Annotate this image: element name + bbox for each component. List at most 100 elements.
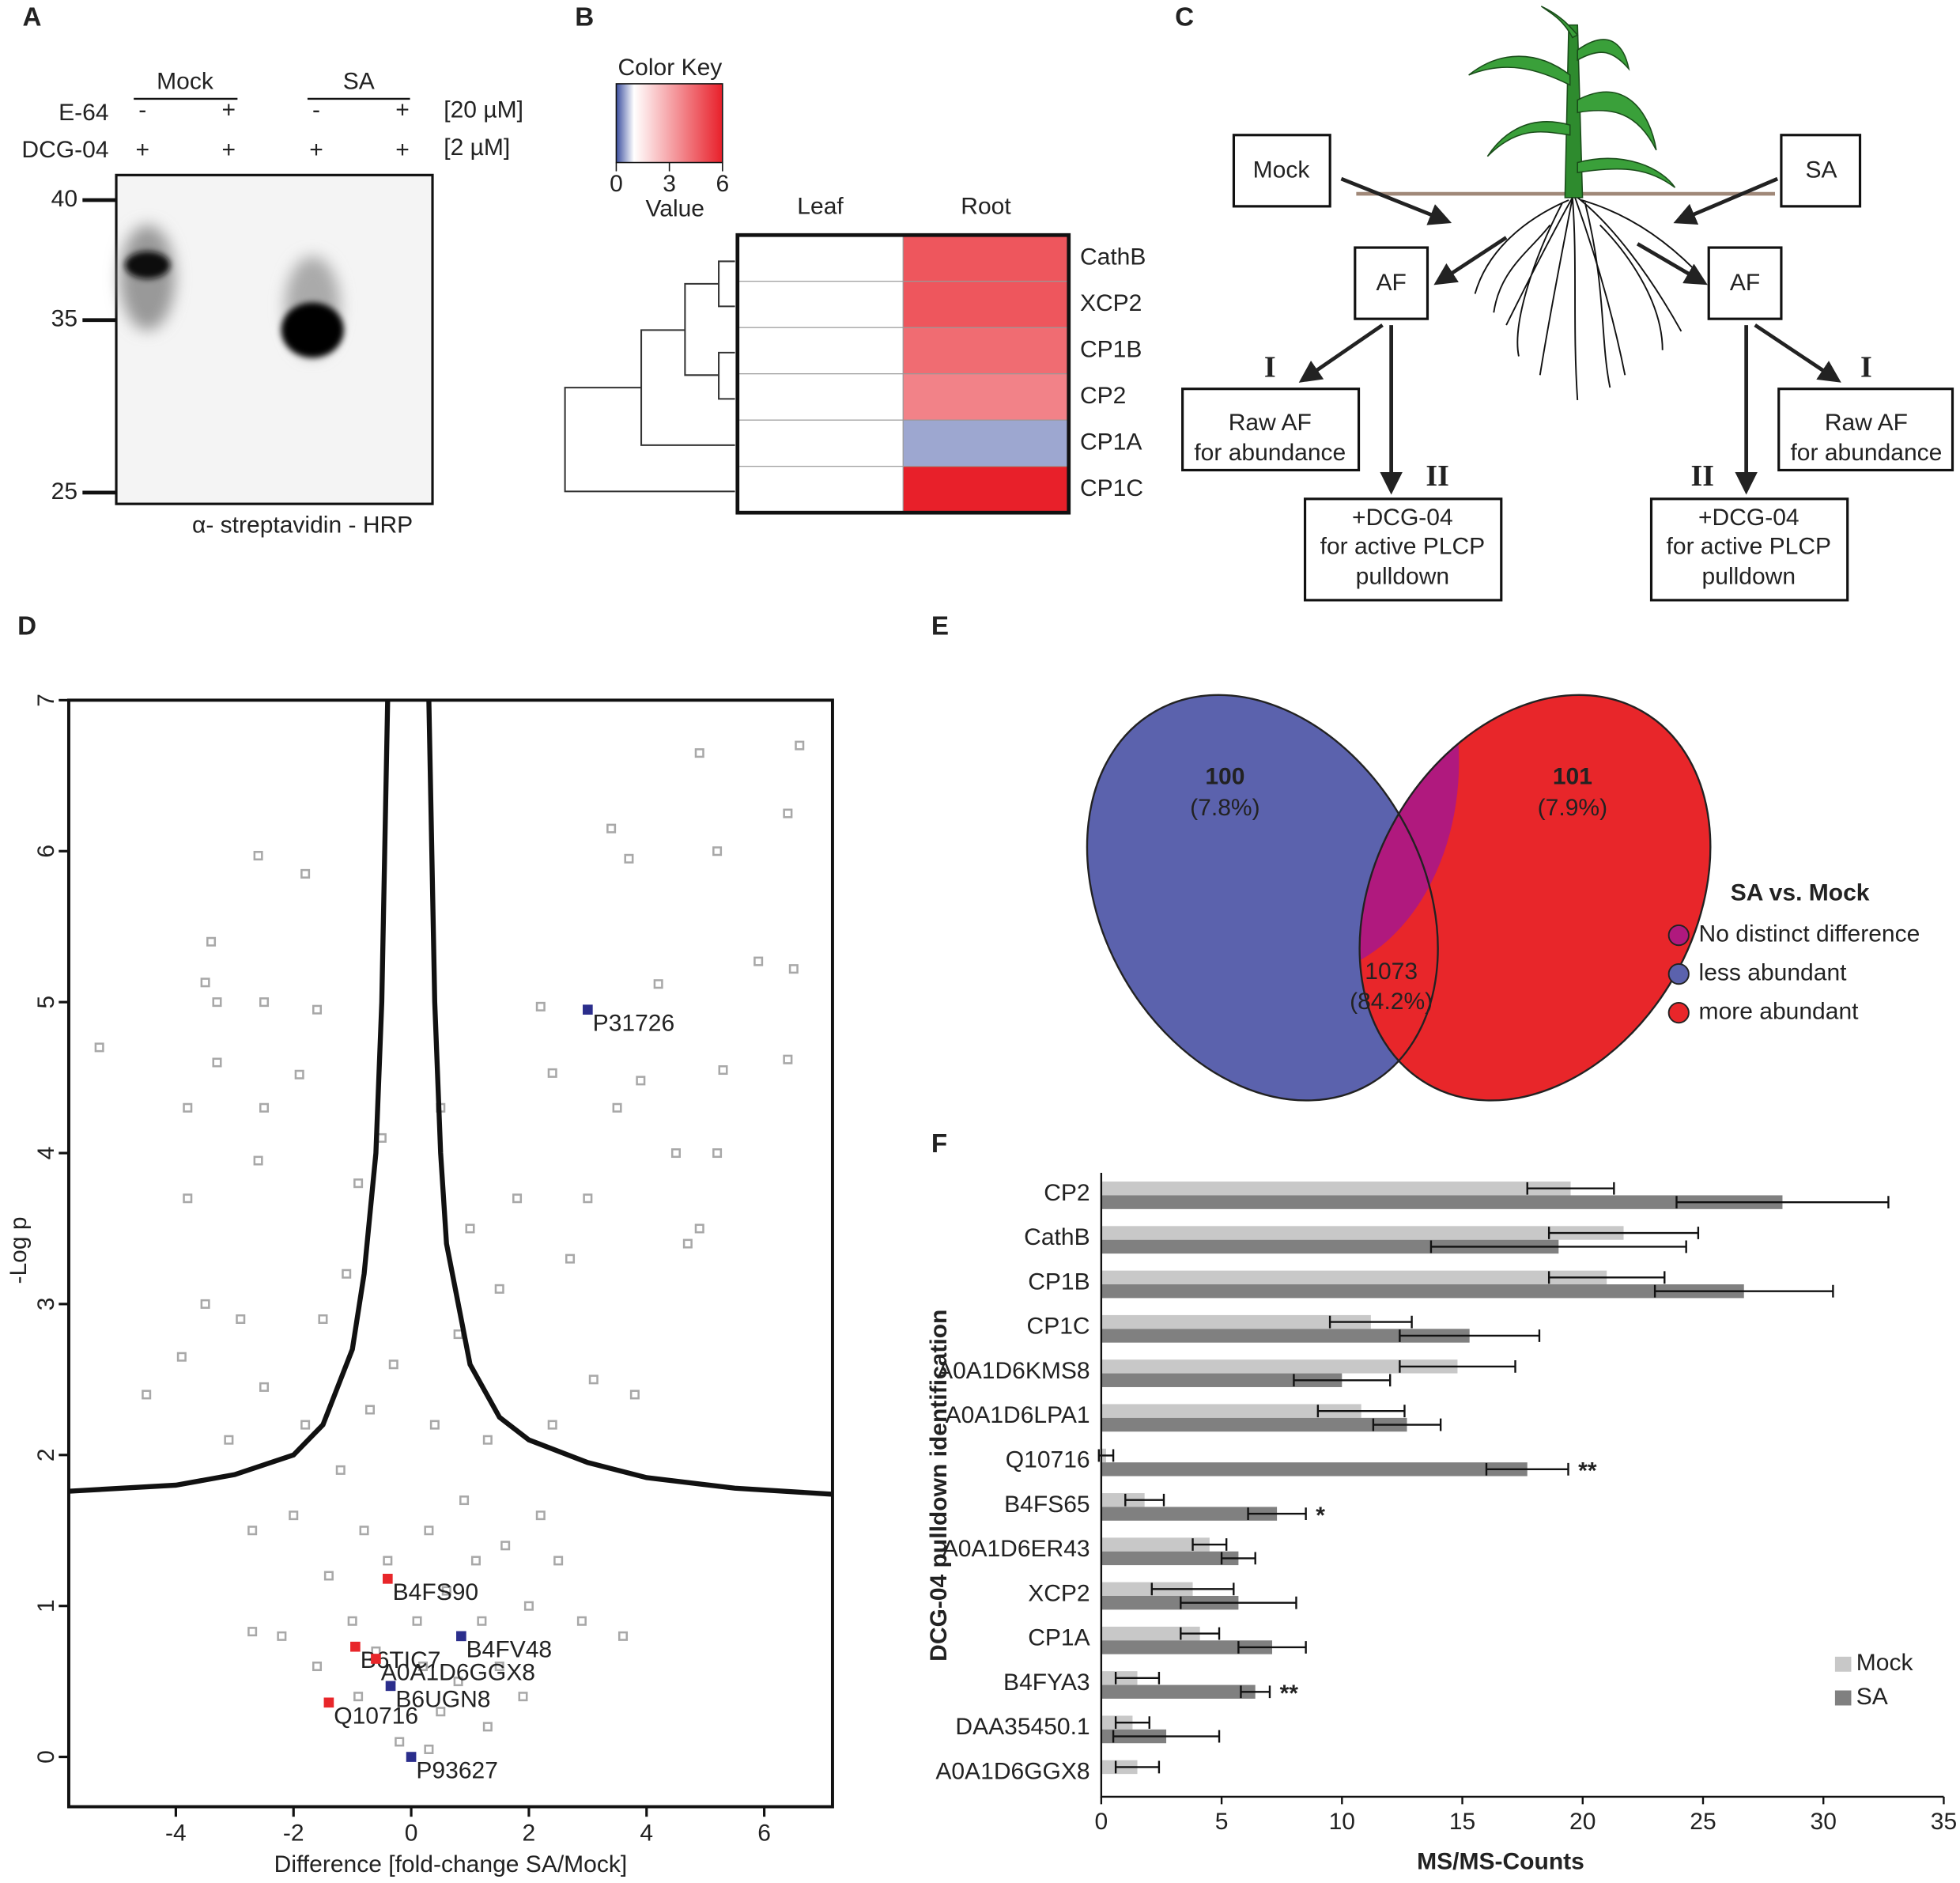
point-label: P31726 xyxy=(593,1011,674,1037)
venn-outline xyxy=(1086,694,1439,1102)
point xyxy=(259,1102,270,1113)
key-label: Value xyxy=(645,196,704,222)
panel-label: D xyxy=(17,611,36,641)
point xyxy=(359,1526,369,1536)
heat-cell xyxy=(737,373,904,421)
point xyxy=(494,1284,504,1294)
y-tick-label: 5 xyxy=(33,996,59,1009)
arrow xyxy=(1636,242,1708,285)
node-label: for active PLCP xyxy=(1667,533,1832,559)
labeled-point xyxy=(406,1752,417,1762)
node-box xyxy=(1232,134,1331,208)
point xyxy=(318,1314,328,1325)
labeled-point xyxy=(371,1654,381,1664)
arrow xyxy=(1298,323,1384,383)
row-label: E-64 xyxy=(59,100,108,126)
error-bar xyxy=(1191,1538,1228,1551)
band xyxy=(125,251,171,279)
labeled-point xyxy=(385,1681,396,1692)
point xyxy=(253,1155,263,1166)
sign: + xyxy=(222,97,236,123)
category-label: XCP2 xyxy=(1028,1580,1090,1606)
error-bar xyxy=(1526,1182,1615,1195)
column-label: Root xyxy=(961,193,1011,219)
step-label: II xyxy=(1691,459,1715,493)
legend-swatch xyxy=(1667,1002,1690,1024)
heat-cell xyxy=(902,234,1070,282)
point xyxy=(712,1148,723,1159)
error-bar xyxy=(1328,1315,1413,1329)
arrow xyxy=(1433,236,1508,285)
point xyxy=(653,979,663,989)
point xyxy=(682,1238,693,1249)
labeled-point xyxy=(583,1004,593,1015)
node-label: AF xyxy=(1376,270,1406,296)
category-label: CathB xyxy=(1024,1224,1090,1250)
sign: - xyxy=(312,97,320,123)
legend-swatch xyxy=(1667,963,1690,985)
x-axis-label: MS/MS-Counts xyxy=(1417,1849,1584,1875)
legend-swatch xyxy=(1667,924,1690,947)
point xyxy=(518,1692,528,1702)
point xyxy=(277,1631,287,1641)
point xyxy=(712,846,723,856)
node-label: Raw AF xyxy=(1825,410,1908,436)
point xyxy=(694,748,704,758)
point xyxy=(429,1420,440,1430)
point xyxy=(636,1076,646,1086)
category-label: CP1A xyxy=(1028,1625,1090,1651)
bar xyxy=(1101,1493,1145,1507)
row-label: CP1A xyxy=(1080,429,1142,455)
bar xyxy=(1101,1640,1273,1654)
venn-count: 1073 xyxy=(1365,959,1418,985)
point xyxy=(523,1601,534,1611)
point xyxy=(565,1253,576,1264)
point xyxy=(342,1269,352,1279)
marker-label: 40 xyxy=(51,186,77,212)
x-axis-label: Difference [fold-change SA/Mock] xyxy=(274,1851,628,1877)
category-label: CP1C xyxy=(1027,1314,1090,1340)
point xyxy=(424,1526,434,1536)
point xyxy=(206,936,217,947)
x-tick-label: 25 xyxy=(1690,1809,1716,1835)
key-tick-label: 6 xyxy=(716,171,729,197)
node-box xyxy=(1777,388,1954,472)
bar xyxy=(1101,1537,1210,1552)
marker-label: 25 xyxy=(51,478,77,505)
error-bar xyxy=(1114,1716,1150,1730)
point xyxy=(783,808,793,819)
error-bar xyxy=(1180,1627,1221,1640)
category-label: A0A1D6GGX8 xyxy=(935,1758,1090,1784)
heat-cell xyxy=(902,327,1070,375)
heat-cell xyxy=(902,419,1070,467)
point xyxy=(547,1068,557,1078)
point xyxy=(300,868,311,879)
legend-swatch xyxy=(1834,1690,1852,1706)
caption: α- streptavidin - HRP xyxy=(192,512,413,539)
node-box xyxy=(1707,246,1783,320)
y-tick-label: 6 xyxy=(33,845,59,858)
error-bar xyxy=(1485,1462,1569,1476)
point xyxy=(259,1382,270,1392)
point xyxy=(617,1631,629,1641)
key-title: Color Key xyxy=(618,55,723,81)
point xyxy=(718,1065,728,1076)
bar xyxy=(1101,1284,1744,1299)
node-box xyxy=(1354,246,1429,320)
point xyxy=(200,977,210,988)
bar xyxy=(1101,1626,1200,1641)
point xyxy=(236,1314,246,1325)
legend-label: Mock xyxy=(1856,1650,1914,1676)
row-label: DCG-04 xyxy=(21,137,108,163)
x-tick-label: 20 xyxy=(1569,1809,1596,1835)
node-label: for abundance xyxy=(1790,440,1942,466)
point xyxy=(788,964,799,974)
venn-percent: (7.9%) xyxy=(1538,795,1607,821)
roots xyxy=(1474,197,1694,400)
bar xyxy=(1101,1404,1361,1418)
point xyxy=(547,1420,557,1430)
x-tick-label: 6 xyxy=(757,1820,771,1846)
point xyxy=(482,1435,493,1445)
legend-label: more abundant xyxy=(1699,999,1860,1025)
bar xyxy=(1101,1373,1343,1387)
